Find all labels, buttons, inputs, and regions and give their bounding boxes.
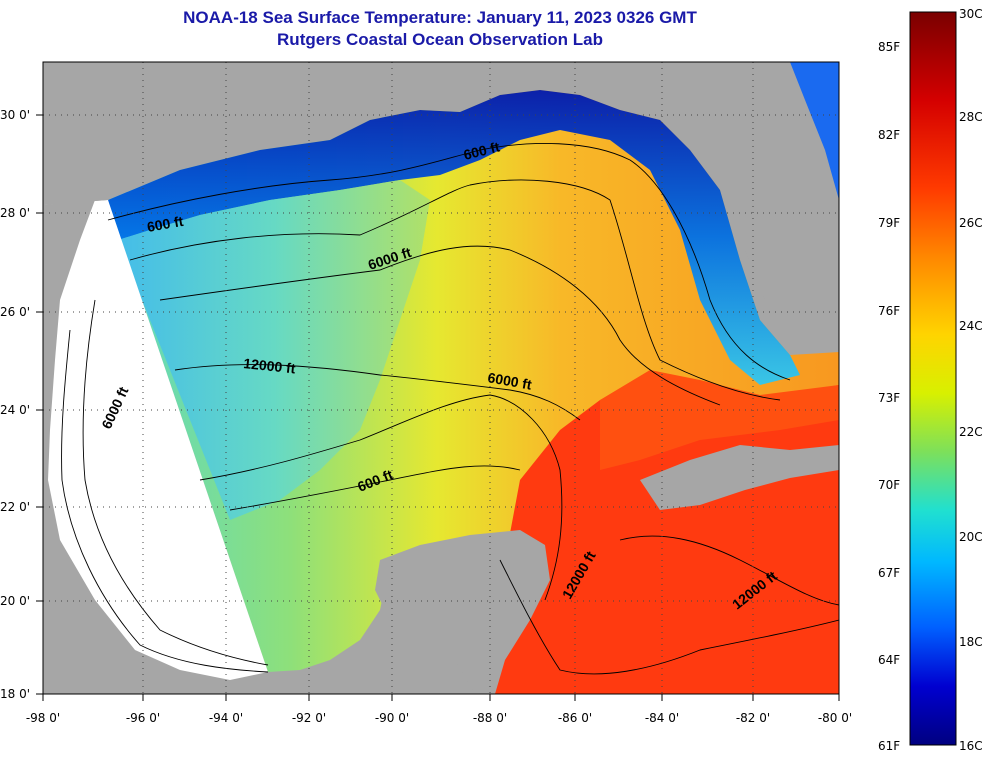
western-cool-region xyxy=(118,180,430,520)
lon-label: -88 0' xyxy=(473,711,507,725)
no-data-swath xyxy=(43,200,268,694)
lat-label: 18 0' xyxy=(0,687,30,701)
lon-label: -90 0' xyxy=(375,711,409,725)
lat-label: 22 0' xyxy=(0,500,30,514)
latitude-labels: 30 0' 28 0' 26 0' 24 0' 22 0' 20 0' 18 0… xyxy=(0,108,30,701)
lon-label: -82 0' xyxy=(736,711,770,725)
color-scale-labels: 85F 82F 79F 76F 73F 70F 67F 64F 61F 30C … xyxy=(878,7,983,753)
yucatan-land xyxy=(375,530,550,694)
lat-label: 24 0' xyxy=(0,403,30,417)
plot-area: 600 ft 600 ft 6000 ft 12000 ft 6000 ft 6… xyxy=(43,62,839,694)
map-title: NOAA-18 Sea Surface Temperature: January… xyxy=(183,8,697,27)
mexico-land xyxy=(43,200,268,694)
plot-frame xyxy=(42,61,840,695)
cuba-land xyxy=(640,445,839,510)
lon-label: -86 0' xyxy=(558,711,592,725)
color-scale-bar xyxy=(909,11,957,746)
celsius-label: 30C xyxy=(959,7,983,21)
fahrenheit-label: 61F xyxy=(878,739,900,753)
lon-label: -94 0' xyxy=(209,711,243,725)
celsius-label: 22C xyxy=(959,425,983,439)
celsius-label: 24C xyxy=(959,319,983,333)
fahrenheit-label: 70F xyxy=(878,478,900,492)
graticule xyxy=(43,62,839,694)
lon-label: -98 0' xyxy=(26,711,60,725)
lat-label: 20 0' xyxy=(0,594,30,608)
map-subtitle: Rutgers Coastal Ocean Observation Lab xyxy=(277,30,603,49)
celsius-label: 16C xyxy=(959,739,983,753)
us-gulf-coast-land xyxy=(43,62,740,205)
contour-label: 6000 ft xyxy=(486,369,533,393)
fahrenheit-label: 67F xyxy=(878,566,900,580)
fahrenheit-label: 73F xyxy=(878,391,900,405)
axis-ticks xyxy=(36,114,840,701)
lon-label: -92 0' xyxy=(292,711,326,725)
lat-label: 30 0' xyxy=(0,108,30,122)
lon-label: -80 0' xyxy=(818,711,852,725)
northern-cold-band xyxy=(108,90,800,385)
celsius-label: 28C xyxy=(959,110,983,124)
celsius-label: 20C xyxy=(959,530,983,544)
fahrenheit-label: 76F xyxy=(878,304,900,318)
lat-label: 26 0' xyxy=(0,305,30,319)
contour-label: 12000 ft xyxy=(243,355,297,376)
lon-label: -96 0' xyxy=(126,711,160,725)
fahrenheit-label: 82F xyxy=(878,128,900,142)
lat-label: 28 0' xyxy=(0,206,30,220)
longitude-labels: -98 0' -96 0' -94 0' -92 0' -90 0' -88 0… xyxy=(26,711,852,725)
loop-current xyxy=(600,370,839,470)
celsius-label: 18C xyxy=(959,635,983,649)
fahrenheit-label: 64F xyxy=(878,653,900,667)
fahrenheit-label: 85F xyxy=(878,40,900,54)
celsius-label: 26C xyxy=(959,216,983,230)
fahrenheit-label: 79F xyxy=(878,216,900,230)
atlantic-water xyxy=(790,62,839,200)
bathymetry-contours xyxy=(61,143,839,675)
contour-label: 600 ft xyxy=(146,213,185,235)
lon-label: -84 0' xyxy=(645,711,679,725)
florida-land xyxy=(700,62,839,345)
